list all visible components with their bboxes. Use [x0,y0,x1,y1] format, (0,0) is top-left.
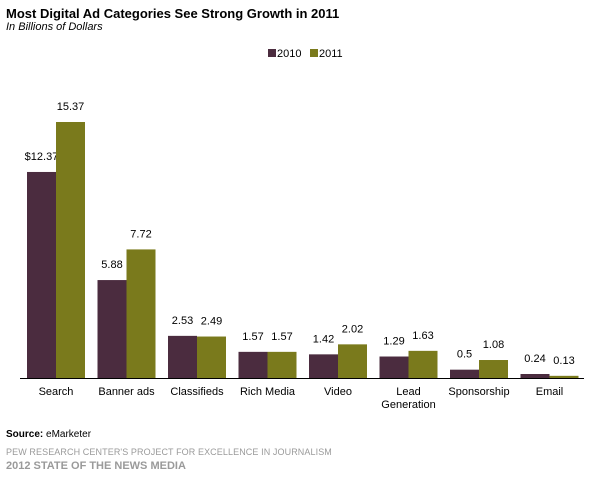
chart-subtitle: In Billions of Dollars [6,21,103,33]
data-label-2011-6: 1.08 [483,339,504,351]
bar-2010-0 [27,171,56,378]
category-label-7-0: Email [536,386,564,398]
data-label-2011-2: 2.49 [201,316,222,328]
legend-label-2011: 2011 [319,48,343,60]
bar-2010-4 [309,354,338,378]
category-label-2-0: Classifieds [170,386,224,398]
bar-2010-7 [520,374,550,378]
category-label-4-0: Video [324,386,352,398]
legend-label-2010: 2010 [277,48,301,60]
data-label-2011-4: 2.02 [342,323,363,335]
source-note: Source: eMarketer [6,429,91,440]
bar-2011-1 [126,249,156,378]
bar-2010-5 [379,356,409,378]
data-label-2011-0: 15.37 [57,101,85,113]
category-label-0-0: Search [39,386,74,398]
category-label-5-1: Generation [381,399,435,411]
category-label-5-0: Lead [396,386,420,398]
bar-2011-3 [267,351,297,378]
bar-2011-2 [197,336,226,378]
bar-2010-6 [450,369,479,378]
bar-2011-4 [338,344,367,378]
category-label-1-0: Banner ads [98,386,155,398]
data-label-2011-3: 1.57 [271,331,292,343]
bar-2011-5 [408,350,438,378]
category-label-6-0: Sponsorship [448,386,509,398]
chart-title: Most Digital Ad Categories See Strong Gr… [6,6,340,21]
data-label-2010-3: 1.57 [242,331,263,343]
source-label: Source: [6,429,44,440]
legend-swatch-2010 [268,49,276,57]
category-label-3-0: Rich Media [240,386,296,398]
source-value: eMarketer [46,429,92,440]
legend-swatch-2011 [310,49,318,57]
data-label-2010-6: 0.5 [457,349,472,361]
bar-2010-1 [97,280,127,378]
report-credit: 2012 STATE OF THE NEWS MEDIA [6,460,186,472]
data-label-2010-0: $12.37 [25,151,59,163]
data-label-2010-2: 2.53 [172,315,193,327]
data-label-2010-4: 1.42 [313,333,334,345]
bar-2010-3 [238,351,268,378]
data-label-2011-5: 1.63 [412,330,433,342]
data-label-2010-7: 0.24 [524,353,545,365]
bar-2011-0 [56,122,85,378]
org-credit: PEW RESEARCH CENTER'S PROJECT FOR EXCELL… [6,447,332,457]
bar-2011-6 [479,360,508,378]
data-label-2010-1: 5.88 [101,259,122,271]
bar-2010-2 [168,335,197,378]
bar-chart: 2010 2011 $12.37 15.37 Search 5.88 7.72 Banner … [20,48,584,411]
data-label-2011-1: 7.72 [130,228,151,240]
data-label-2011-7: 0.13 [553,355,574,367]
data-label-2010-5: 1.29 [383,336,404,348]
bar-2011-7 [549,375,579,378]
